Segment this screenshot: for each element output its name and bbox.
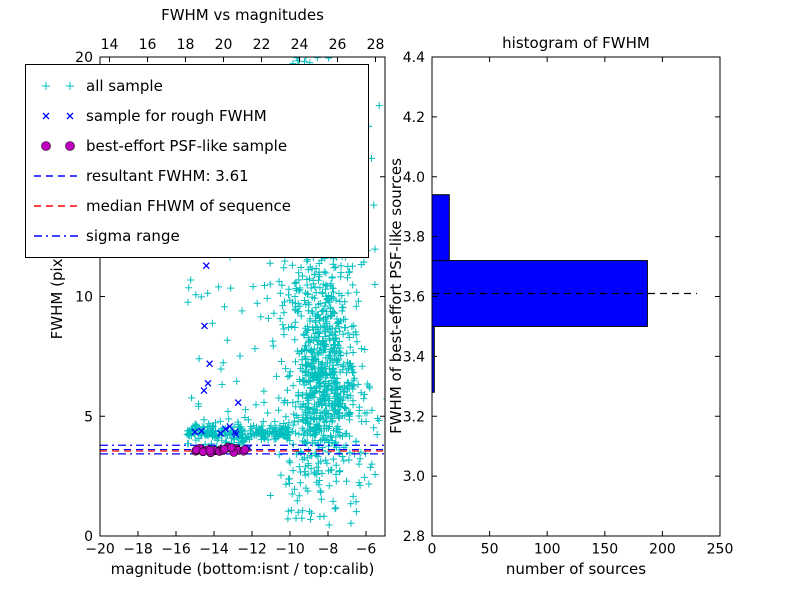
svg-text:−10: −10: [275, 542, 305, 558]
svg-text:0: 0: [84, 529, 93, 545]
legend-item: sigma range: [30, 221, 364, 251]
histogram-bars: [431, 194, 697, 393]
histogram-xlabel: number of sources: [505, 560, 647, 578]
svg-text:4.4: 4.4: [403, 50, 425, 66]
scatter-xticks: −20 −18 −16 −14 −12 −10 −8 −6: [85, 531, 376, 558]
scatter-top-xticks: 14 16 18 20 22 24 26 28: [101, 37, 385, 62]
svg-text:100: 100: [534, 542, 561, 558]
svg-text:20: 20: [215, 37, 233, 53]
histogram-xticks-top: [431, 57, 721, 62]
svg-text:−8: −8: [318, 542, 339, 558]
rough-sample-points: [191, 232, 253, 453]
legend-label: sigma range: [86, 227, 180, 245]
svg-text:−20: −20: [85, 542, 115, 558]
svg-text:−16: −16: [161, 542, 191, 558]
svg-text:0: 0: [428, 542, 437, 558]
svg-text:24: 24: [291, 37, 309, 53]
legend-label: all sample: [86, 77, 163, 95]
legend-item: median FHWM of sequence: [30, 191, 364, 221]
legend-item: resultant FWHM: 3.61: [30, 161, 364, 191]
x-legend-marker-icon: [30, 105, 86, 127]
svg-text:50: 50: [481, 542, 499, 558]
line-dashed-legend-marker-icon: [30, 195, 86, 217]
svg-text:150: 150: [591, 542, 618, 558]
line-dashdot-legend-marker-icon: [30, 225, 86, 247]
histogram-bar: [431, 194, 450, 262]
legend-label: resultant FWHM: 3.61: [86, 167, 249, 185]
svg-text:4.0: 4.0: [403, 170, 425, 186]
svg-text:3.2: 3.2: [403, 409, 425, 425]
scatter-title: FWHM vs magnitudes: [161, 6, 324, 24]
svg-text:26: 26: [329, 37, 347, 53]
legend-item: all sample: [30, 71, 364, 101]
histogram-yticks: 2.8 3.0 3.2 3.4 3.6 3.8 4.0 4.2 4.4: [403, 50, 437, 545]
svg-text:3.6: 3.6: [403, 290, 425, 306]
scatter-ylabel: FWHM (pix): [48, 252, 66, 340]
line-dashed-legend-marker-icon: [30, 165, 86, 187]
svg-text:5: 5: [84, 409, 93, 425]
plus-legend-marker-icon: [30, 75, 86, 97]
svg-text:3.0: 3.0: [403, 469, 425, 485]
svg-text:18: 18: [177, 37, 195, 53]
legend-label: median FHWM of sequence: [86, 197, 291, 215]
legend-label: best-effort PSF-like sample: [86, 137, 288, 155]
svg-text:2.8: 2.8: [403, 529, 425, 545]
legend-item: best-effort PSF-like sample: [30, 131, 364, 161]
svg-text:22: 22: [253, 37, 271, 53]
svg-text:200: 200: [649, 542, 676, 558]
svg-text:−6: −6: [356, 542, 377, 558]
histogram-ylabel: FWHM of best-effort PSF-like sources: [387, 158, 405, 434]
scatter-points: [100, 57, 385, 529]
scatter-xlabel: magnitude (bottom:isnt / top:calib): [110, 560, 375, 578]
histogram-title: histogram of FWHM: [502, 34, 650, 52]
legend-label: sample for rough FWHM: [86, 107, 267, 125]
svg-text:20: 20: [75, 50, 93, 66]
svg-text:16: 16: [139, 37, 157, 53]
svg-text:−12: −12: [237, 542, 267, 558]
svg-text:28: 28: [367, 37, 385, 53]
histogram-yticks-right: [715, 56, 720, 537]
svg-text:14: 14: [101, 37, 119, 53]
histogram-bar: [431, 260, 648, 327]
svg-text:10: 10: [75, 290, 93, 306]
legend-item: sample for rough FWHM: [30, 101, 364, 131]
svg-text:4.2: 4.2: [403, 110, 425, 126]
scatter-yticks-right: [380, 56, 385, 537]
svg-text:−14: −14: [199, 542, 229, 558]
circle-legend-marker-icon: [30, 135, 86, 157]
histogram-xticks: 0 50 100 150 200 250: [428, 531, 734, 558]
legend: all sample sample for rough FWHM best-effo…: [25, 64, 369, 258]
svg-text:−18: −18: [123, 542, 153, 558]
psf-sample-points: [191, 442, 250, 458]
svg-text:3.8: 3.8: [403, 230, 425, 246]
svg-text:250: 250: [707, 542, 734, 558]
svg-text:3.4: 3.4: [403, 349, 425, 365]
